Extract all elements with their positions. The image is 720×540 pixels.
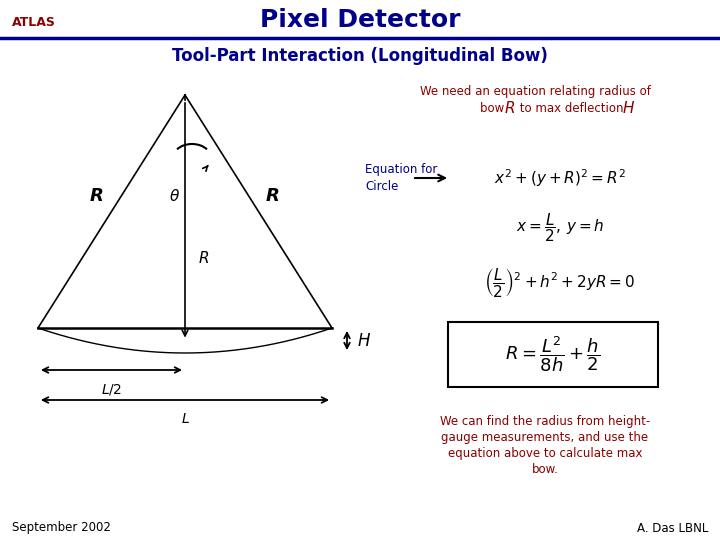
Text: $R$: $R$ [198, 250, 209, 266]
Text: $\left(\dfrac{L}{2}\right)^2 + h^2 + 2yR = 0$: $\left(\dfrac{L}{2}\right)^2 + h^2 + 2yR… [485, 267, 636, 300]
Text: $x = \dfrac{L}{2},\, y = h$: $x = \dfrac{L}{2},\, y = h$ [516, 212, 604, 245]
Text: gauge measurements, and use the: gauge measurements, and use the [441, 431, 649, 444]
Text: $x^2 + (y + R)^2 = R^2$: $x^2 + (y + R)^2 = R^2$ [494, 167, 626, 189]
Text: bow.: bow. [531, 463, 559, 476]
Text: September 2002: September 2002 [12, 522, 111, 535]
Text: $L$: $L$ [181, 412, 189, 426]
Text: $R = \dfrac{L^2}{8h} + \dfrac{h}{2}$: $R = \dfrac{L^2}{8h} + \dfrac{h}{2}$ [505, 335, 600, 374]
Text: $\theta$: $\theta$ [169, 188, 181, 204]
Text: $\boldsymbol{R}$: $\boldsymbol{R}$ [89, 187, 103, 205]
Text: ATLAS: ATLAS [12, 16, 56, 29]
Text: equation above to calculate max: equation above to calculate max [448, 447, 642, 460]
Text: $\boldsymbol{R}$: $\boldsymbol{R}$ [265, 187, 279, 205]
Text: to max deflection: to max deflection [516, 102, 627, 114]
Text: $\mathbf{\mathit{H}}$: $\mathbf{\mathit{H}}$ [622, 100, 635, 116]
Text: $L/2$: $L/2$ [101, 382, 122, 397]
Text: Tool-Part Interaction (Longitudinal Bow): Tool-Part Interaction (Longitudinal Bow) [172, 47, 548, 65]
Text: We need an equation relating radius of: We need an equation relating radius of [420, 85, 650, 98]
Text: $\mathbf{\mathit{R}}$: $\mathbf{\mathit{R}}$ [504, 100, 515, 116]
Text: $H$: $H$ [357, 332, 371, 349]
Bar [448, 322, 658, 387]
Text: A. Das LBNL: A. Das LBNL [636, 522, 708, 535]
Text: Pixel Detector: Pixel Detector [260, 8, 460, 32]
Text: bow: bow [480, 102, 508, 114]
Text: We can find the radius from height-: We can find the radius from height- [440, 415, 650, 428]
Text: Equation for
Circle: Equation for Circle [365, 163, 437, 193]
